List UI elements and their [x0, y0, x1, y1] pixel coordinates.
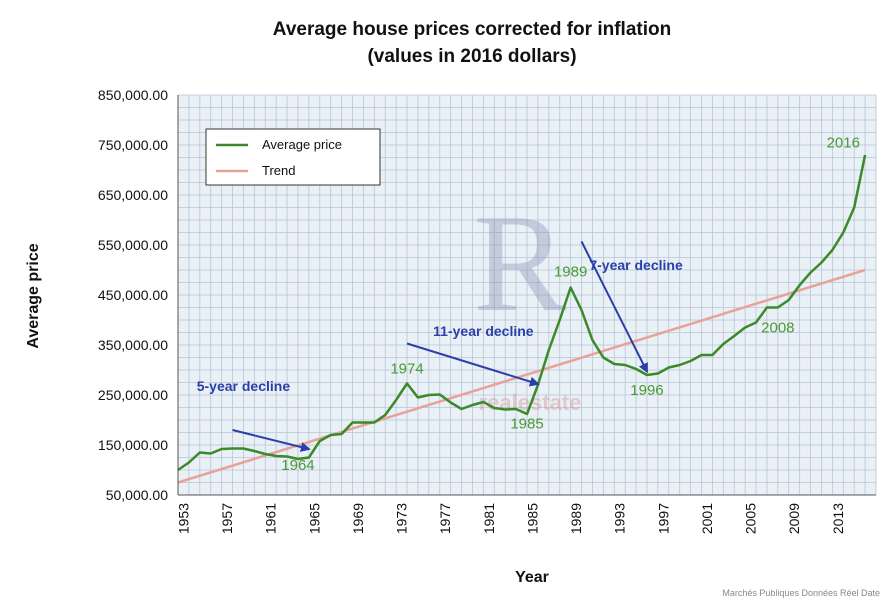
year-annotation: 1996 — [630, 382, 663, 399]
x-tick-label: 2009 — [786, 503, 802, 534]
x-tick-label: 1957 — [219, 503, 235, 534]
chart-subtitle: (values in 2016 dollars) — [367, 46, 576, 67]
legend-label-average-price: Average price — [262, 137, 342, 152]
y-tick-label: 450,000.00 — [98, 287, 168, 303]
y-tick-label: 850,000.00 — [98, 87, 168, 103]
x-tick-label: 1989 — [568, 503, 584, 534]
legend: Average price Trend — [205, 128, 381, 186]
x-tick-label: 1953 — [175, 503, 191, 534]
x-axis-label: Year — [515, 569, 549, 586]
watermark: R realestate — [473, 186, 581, 415]
y-axis-label: Average price — [25, 243, 42, 348]
x-tick-label: 1993 — [612, 503, 628, 534]
x-tick-label: 1997 — [655, 503, 671, 534]
year-annotation: 2016 — [827, 135, 860, 152]
year-annotation: 1964 — [281, 457, 314, 474]
x-tick-label: 1965 — [306, 503, 322, 534]
watermark-logo: R — [473, 186, 567, 341]
decline-annotation: 5-year decline — [197, 378, 291, 394]
decline-arrow — [406, 342, 540, 387]
y-tick-label: 650,000.00 — [98, 187, 168, 203]
y-tick-label: 750,000.00 — [98, 137, 168, 153]
year-annotation: 1974 — [390, 361, 423, 378]
chart-title: Average house prices corrected for infla… — [273, 19, 671, 40]
x-tick-label: 2005 — [743, 503, 759, 534]
series-line-average-price — [177, 154, 867, 472]
x-tick-label: 1977 — [437, 503, 453, 534]
decline-arrow — [232, 429, 311, 452]
y-tick-label: 150,000.00 — [98, 437, 168, 453]
y-tick-label: 50,000.00 — [106, 487, 168, 503]
y-tick-label: 350,000.00 — [98, 337, 168, 353]
x-tick-label: 1973 — [394, 503, 410, 534]
series-layer — [177, 154, 867, 484]
x-tick-label: 2013 — [830, 503, 846, 534]
x-tick-label: 2001 — [699, 503, 715, 534]
legend-label-trend: Trend — [262, 163, 295, 178]
decline-arrow — [580, 241, 648, 374]
x-tick-label: 1981 — [481, 503, 497, 534]
x-tick-label: 1961 — [263, 503, 279, 534]
year-annotation: 1989 — [554, 264, 587, 281]
decline-annotation: 11-year decline — [433, 323, 534, 339]
year-annotation: 1985 — [510, 416, 543, 433]
legend-box — [205, 128, 381, 186]
series-line-trend — [177, 268, 866, 484]
axes: 50,000.00 150,000.00 250,000.00 350,000.00 4… — [98, 87, 876, 534]
x-tick-label: 1985 — [524, 503, 540, 534]
y-tick-label: 250,000.00 — [98, 387, 168, 403]
y-tick-label: 550,000.00 — [98, 237, 168, 253]
annotations: 1964 1974 1985 1989 1996 2008 2016 5-year decli… — [197, 135, 860, 475]
decline-annotation: 7-year decline — [589, 257, 683, 273]
footer-source: Marchés Publiques Données Réel Date — [722, 588, 880, 598]
x-tick-label: 1969 — [350, 503, 366, 534]
year-annotation: 2008 — [761, 320, 794, 337]
